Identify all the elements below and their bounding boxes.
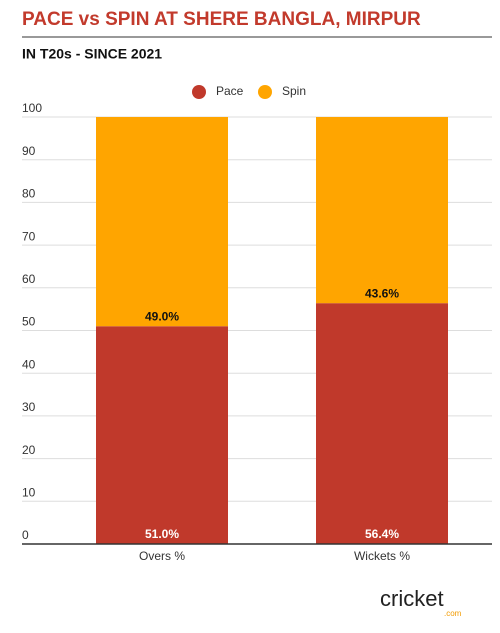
logo-suffix: .com xyxy=(444,609,462,618)
value-label: 56.4% xyxy=(365,527,399,541)
legend-label: Spin xyxy=(282,84,306,98)
y-tick-label: 40 xyxy=(22,357,36,371)
bar-segment xyxy=(316,117,448,304)
y-tick-label: 70 xyxy=(22,229,36,243)
y-tick-label: 0 xyxy=(22,528,29,542)
y-tick-label: 100 xyxy=(22,101,42,115)
y-tick-label: 20 xyxy=(22,443,36,457)
legend-marker xyxy=(192,85,206,99)
chart-title: PACE vs SPIN AT SHERE BANGLA, MIRPUR xyxy=(22,9,421,30)
y-tick-label: 90 xyxy=(22,144,36,158)
y-tick-label: 30 xyxy=(22,400,36,414)
legend-marker xyxy=(258,85,272,99)
value-label: 49.0% xyxy=(145,309,179,323)
y-tick-label: 80 xyxy=(22,187,36,201)
bar-segment xyxy=(96,117,228,327)
legend-label: Pace xyxy=(216,84,244,98)
y-tick-label: 60 xyxy=(22,272,36,286)
x-tick-label: Wickets % xyxy=(354,549,410,563)
logo: cricket .com xyxy=(380,586,462,618)
chart-subtitle: IN T20s - SINCE 2021 xyxy=(22,46,162,62)
y-tick-label: 10 xyxy=(22,485,36,499)
value-label: 43.6% xyxy=(365,286,399,300)
bar-segment xyxy=(316,303,448,544)
y-tick-label: 50 xyxy=(22,315,36,329)
logo-name: cricket xyxy=(380,586,444,611)
x-tick-label: Overs % xyxy=(139,549,185,563)
value-label: 51.0% xyxy=(145,527,179,541)
bar-segment xyxy=(96,326,228,544)
